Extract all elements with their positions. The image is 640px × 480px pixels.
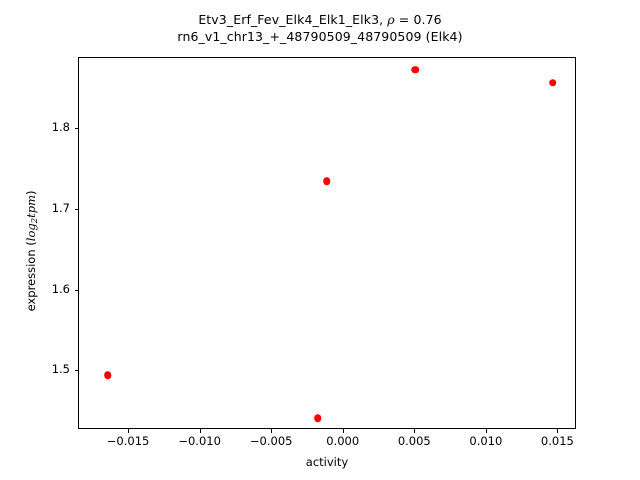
x-tick-label: −0.005 (249, 434, 293, 448)
plot-area (78, 57, 576, 429)
x-tick-mark (199, 429, 201, 433)
x-tick-label: 0.010 (469, 434, 503, 448)
chart-title-motif: Etv3_Erf_Fev_Elk4_Elk1_Elk3, (198, 12, 388, 27)
y-tick-mark (74, 127, 78, 129)
y-axis-label: expression (log2tpm) (24, 111, 40, 391)
scatter-points-layer (79, 58, 575, 428)
x-tick-mark (128, 429, 130, 433)
rho-symbol: ρ (387, 12, 395, 27)
y-tick-mark (74, 289, 78, 291)
x-tick-mark (271, 429, 273, 433)
x-tick-mark (557, 429, 559, 433)
y-tick-mark (74, 208, 78, 210)
chart-title: Etv3_Erf_Fev_Elk4_Elk1_Elk3, ρ = 0.76 rn… (0, 11, 640, 45)
scatter-point (411, 65, 420, 74)
scatter-point (103, 371, 112, 380)
y-tick-mark (74, 370, 78, 372)
scatter-point (314, 414, 322, 423)
y-tick-label: 1.8 (51, 119, 70, 134)
x-tick-mark (414, 429, 416, 433)
y-axis-label-log: log (24, 223, 39, 242)
y-tick-label: 1.5 (51, 362, 70, 377)
x-axis-label: activity (305, 455, 349, 469)
y-axis-label-subscript: 2 (29, 217, 40, 224)
x-tick-label: 0.015 (540, 434, 574, 448)
x-tick-mark (342, 429, 344, 433)
rho-value-text: = 0.76 (394, 12, 442, 27)
x-tick-label: −0.015 (106, 434, 150, 448)
scatter-point (322, 177, 331, 186)
x-tick-label: −0.010 (178, 434, 221, 448)
y-axis-label-suffix: ) (24, 190, 39, 195)
y-axis-label-prefix: expression ( (24, 241, 39, 312)
chart-title-line-1: Etv3_Erf_Fev_Elk4_Elk1_Elk3, ρ = 0.76 (0, 11, 640, 28)
x-tick-label: 0.000 (326, 434, 360, 448)
y-tick-label: 1.7 (51, 200, 70, 215)
chart-title-line-2: rn6_v1_chr13_+_48790509_48790509 (Elk4) (177, 29, 463, 44)
y-axis-label-tpm: tpm (24, 194, 39, 218)
x-tick-mark (485, 429, 487, 433)
y-tick-label: 1.6 (51, 281, 70, 296)
x-tick-label: 0.005 (397, 434, 431, 448)
scatter-point (548, 78, 557, 87)
